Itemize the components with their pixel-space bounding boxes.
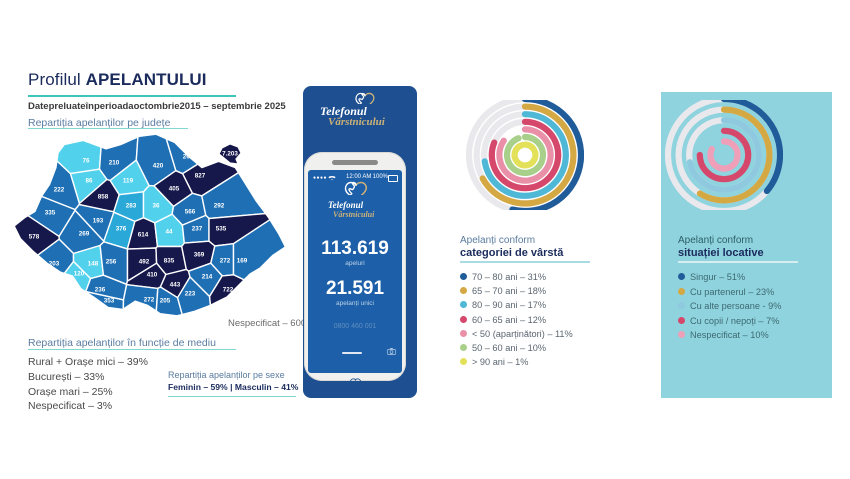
svg-text:76: 76 <box>82 158 90 165</box>
svg-text:578: 578 <box>29 234 40 241</box>
svg-text:256: 256 <box>106 259 117 266</box>
svg-text:858: 858 <box>98 194 109 201</box>
svg-text:492: 492 <box>139 259 150 266</box>
svg-text:236: 236 <box>95 287 106 294</box>
svg-text:369: 369 <box>194 252 205 259</box>
svg-text:272: 272 <box>220 258 231 265</box>
svg-text:722: 722 <box>223 287 234 294</box>
svg-text:237: 237 <box>192 226 203 233</box>
svg-text:443: 443 <box>170 282 181 289</box>
svg-text:169: 169 <box>237 258 248 265</box>
svg-text:36: 36 <box>152 203 160 210</box>
svg-text:835: 835 <box>164 258 175 265</box>
svg-text:214: 214 <box>202 274 213 281</box>
svg-text:376: 376 <box>116 226 127 233</box>
svg-text:283: 283 <box>126 203 137 210</box>
svg-text:353: 353 <box>104 298 115 305</box>
svg-text:193: 193 <box>93 218 104 225</box>
svg-text:535: 535 <box>216 226 227 233</box>
svg-text:272: 272 <box>144 297 155 304</box>
svg-text:405: 405 <box>169 186 180 193</box>
svg-text:292: 292 <box>214 203 225 210</box>
svg-text:566: 566 <box>185 209 196 216</box>
svg-text:86: 86 <box>85 178 93 185</box>
svg-text:265: 265 <box>183 154 194 161</box>
svg-text:210: 210 <box>109 160 120 167</box>
svg-text:148: 148 <box>88 261 99 268</box>
svg-text:223: 223 <box>185 291 196 298</box>
svg-text:827: 827 <box>195 173 206 180</box>
svg-text:269: 269 <box>79 231 90 238</box>
svg-text:203: 203 <box>49 261 60 268</box>
svg-text:614: 614 <box>138 232 149 239</box>
svg-text:7.203: 7.203 <box>222 151 238 158</box>
svg-text:205: 205 <box>160 298 171 305</box>
svg-text:335: 335 <box>45 210 56 217</box>
svg-text:410: 410 <box>147 272 158 279</box>
svg-text:119: 119 <box>123 178 134 185</box>
svg-text:222: 222 <box>54 187 65 194</box>
svg-text:120: 120 <box>74 271 85 278</box>
svg-text:420: 420 <box>153 163 164 170</box>
svg-text:44: 44 <box>165 229 173 236</box>
